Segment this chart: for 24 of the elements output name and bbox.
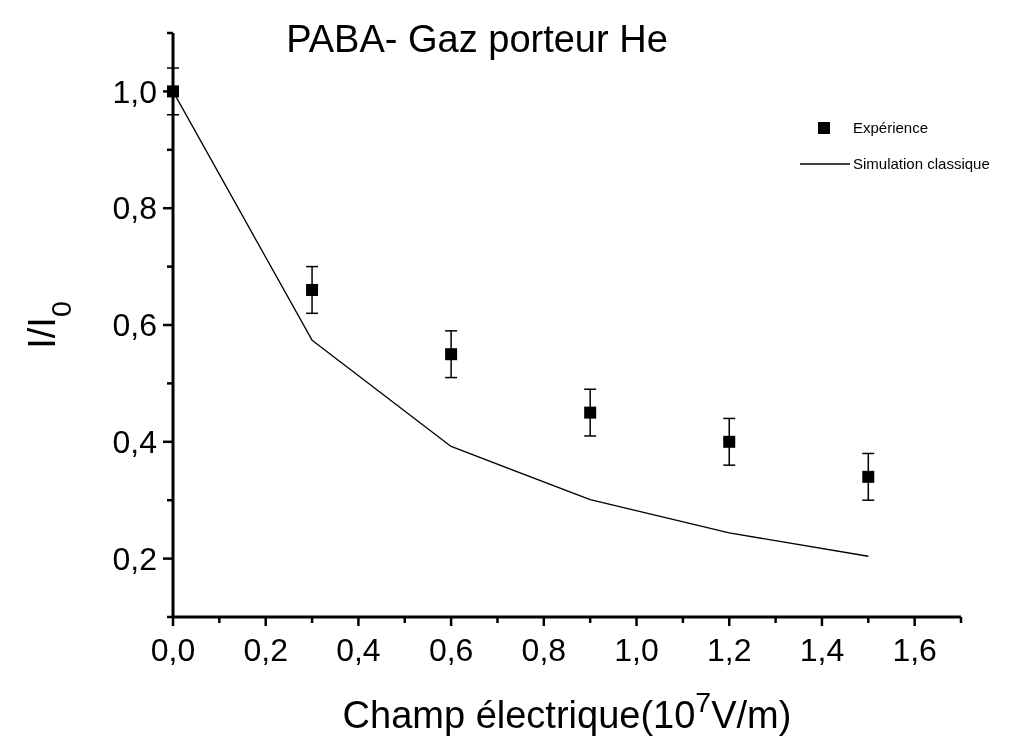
point [862,470,875,483]
point [306,283,319,296]
x-tick-label: 1,6 [892,632,937,668]
y-tick-label: 0,2 [112,540,157,577]
legend-label: Simulation classique [853,155,990,173]
point [584,406,597,419]
legend-label: Expérience [853,119,929,137]
chart-title: PABA- Gaz porteur He [286,18,668,60]
x-tick-label: 1,0 [614,632,659,668]
x-tick-label: 0,4 [336,632,381,668]
y-tick-label: 0,6 [112,307,157,344]
y-tick-label: 1,0 [112,73,157,110]
x-tick-label: 1,2 [706,632,752,668]
y-tick-label: 0,4 [112,424,157,460]
x-tick-label: 1,4 [799,632,845,668]
x-tick-label: 0,8 [521,632,567,668]
x-tick-label: 0,0 [150,632,196,668]
point [445,348,458,361]
x-tick-label: 0,6 [428,632,474,668]
point [723,435,736,448]
y-tick-label: 0,8 [112,190,157,227]
x-axis-title: Champ électrique(10$^{7}$V/m) [342,686,792,736]
point [167,85,179,98]
x-tick-label: 0,2 [243,632,288,668]
